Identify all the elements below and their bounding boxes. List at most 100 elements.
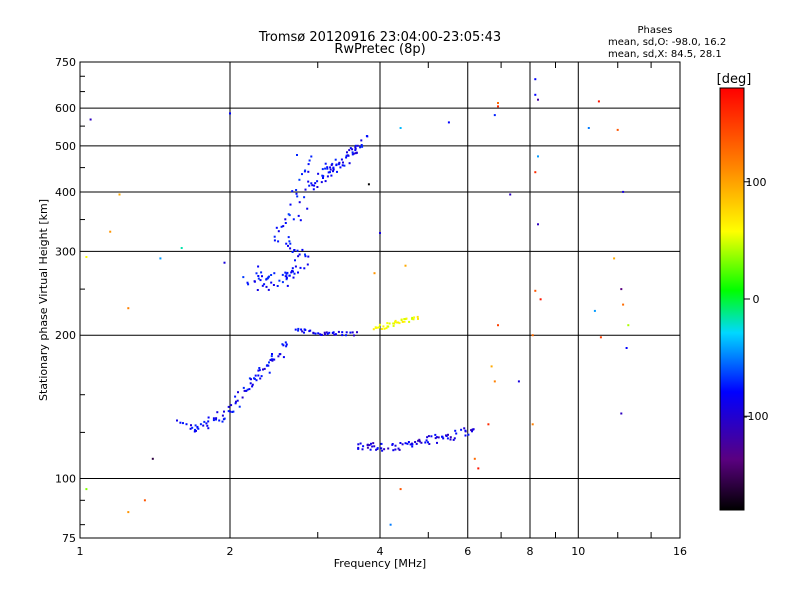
data-point	[223, 410, 225, 413]
data-point	[266, 277, 269, 280]
data-point	[229, 112, 231, 115]
data-point	[294, 259, 296, 262]
data-point	[375, 448, 378, 451]
data-point	[256, 289, 259, 291]
data-point	[288, 274, 291, 277]
data-point	[249, 382, 252, 385]
data-point	[398, 448, 401, 451]
data-point	[294, 265, 297, 268]
data-point	[330, 164, 333, 166]
data-point	[322, 177, 324, 179]
data-point	[190, 424, 192, 427]
data-point	[415, 442, 418, 445]
data-point	[282, 344, 285, 347]
data-point	[449, 438, 452, 441]
data-point	[304, 329, 307, 331]
data-point	[263, 283, 266, 286]
data-point	[268, 361, 270, 364]
data-point	[442, 437, 445, 440]
data-point	[312, 188, 315, 191]
data-point	[385, 327, 388, 330]
data-point	[189, 427, 192, 430]
data-point	[395, 321, 398, 324]
data-point	[237, 391, 239, 394]
data-point	[334, 333, 337, 336]
data-point	[477, 467, 480, 470]
data-point	[472, 428, 475, 431]
data-point	[391, 443, 394, 445]
data-point	[262, 368, 264, 371]
data-point	[243, 389, 246, 392]
data-point	[326, 166, 329, 169]
data-point	[537, 155, 539, 158]
data-point	[326, 175, 329, 178]
data-point	[378, 326, 380, 329]
data-point	[333, 333, 336, 336]
data-point	[497, 102, 499, 104]
data-point	[403, 318, 406, 320]
data-point	[271, 358, 274, 361]
data-point	[291, 270, 294, 273]
data-point	[368, 444, 371, 447]
data-point	[289, 242, 292, 245]
data-point	[341, 164, 344, 167]
data-point	[332, 168, 335, 171]
data-point	[303, 196, 306, 199]
data-point	[427, 435, 430, 438]
data-point	[291, 190, 294, 193]
data-point	[197, 427, 200, 430]
data-point	[406, 442, 409, 445]
data-point	[223, 417, 226, 420]
data-point	[281, 281, 284, 284]
data-point	[304, 255, 307, 258]
data-point	[460, 428, 463, 431]
data-point	[236, 399, 239, 402]
data-point	[357, 447, 360, 450]
data-point	[299, 219, 302, 222]
data-point	[366, 135, 369, 138]
data-point	[388, 322, 391, 325]
data-point	[271, 359, 274, 362]
data-point	[285, 272, 288, 275]
data-point	[367, 183, 370, 186]
data-point	[394, 319, 397, 322]
data-point	[362, 445, 365, 448]
data-point	[215, 417, 218, 420]
data-point	[380, 447, 383, 450]
data-point	[196, 426, 199, 429]
data-points	[85, 78, 630, 526]
data-point	[307, 170, 310, 173]
data-point	[273, 358, 276, 361]
data-point	[227, 405, 230, 408]
data-point	[265, 285, 268, 288]
data-point	[597, 100, 600, 103]
data-point	[324, 167, 327, 170]
data-point	[230, 404, 233, 407]
data-point	[292, 276, 295, 279]
data-point	[345, 331, 348, 334]
data-point	[301, 248, 304, 251]
data-point	[253, 377, 256, 380]
data-point	[346, 151, 348, 154]
data-point	[310, 155, 313, 158]
data-point	[625, 347, 628, 349]
data-point	[361, 145, 364, 148]
data-point	[319, 333, 322, 336]
data-point	[531, 423, 534, 426]
data-point	[284, 222, 287, 224]
data-point	[593, 309, 596, 312]
data-point	[273, 239, 276, 242]
data-point	[341, 331, 344, 334]
data-point	[193, 430, 196, 433]
data-point	[254, 374, 257, 377]
data-point	[441, 435, 443, 438]
data-point	[400, 319, 403, 322]
data-point	[292, 218, 295, 221]
data-point	[380, 442, 383, 445]
data-point	[343, 164, 346, 167]
data-point	[332, 170, 334, 173]
data-point	[428, 443, 431, 445]
data-point	[309, 329, 312, 332]
data-point	[382, 325, 385, 328]
data-point	[310, 182, 313, 185]
